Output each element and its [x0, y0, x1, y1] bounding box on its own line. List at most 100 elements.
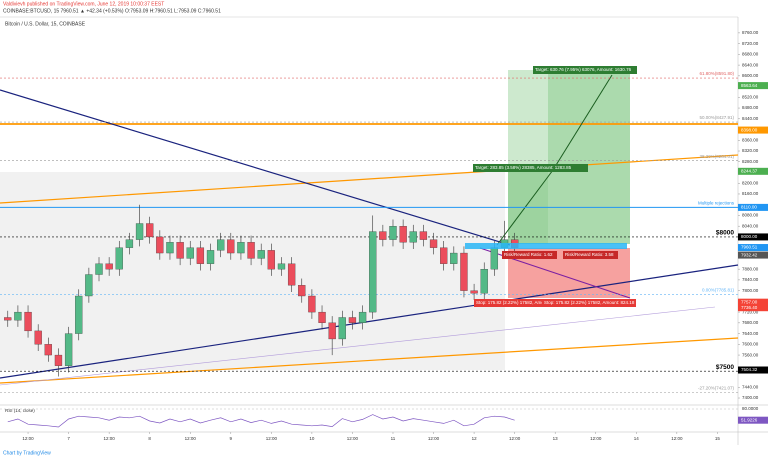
price-tag — [738, 298, 768, 306]
price-tag-label: 7736.40 — [741, 305, 758, 310]
candle-body — [247, 242, 255, 259]
price-tag-label: 7960.51 — [741, 245, 758, 250]
level-label: 38.20%(8284.01) — [699, 154, 734, 159]
candle-body — [237, 242, 245, 254]
publisher: Valdivievh published on TradingView.com,… — [3, 1, 164, 7]
chart-title: Bitcoin / U.S. Dollar, 15, COINBASE — [5, 21, 86, 27]
rsi-line — [7, 414, 515, 428]
candle-body — [480, 268, 488, 294]
y-tick-label: 8480.00 — [742, 105, 759, 110]
y-tick-label: 8520.00 — [742, 95, 759, 100]
annotation-box — [502, 251, 557, 259]
level-label: $7500 — [716, 364, 734, 371]
price-tag-label: 8110.00 — [741, 205, 757, 210]
candle-body — [115, 247, 123, 270]
profit-zone — [508, 70, 548, 168]
candle-body — [409, 231, 417, 243]
level-label: 61.80%(8591.80) — [699, 71, 734, 76]
level-label: -27.20%(7421.07) — [698, 386, 735, 391]
candle-body — [318, 311, 326, 323]
x-tick-label: 12:00 — [22, 436, 34, 441]
price-tag — [738, 126, 768, 134]
annotation: Risk/Reward Ratio: 3.58 — [565, 252, 614, 257]
y-tick-label: 80.0000 — [742, 406, 759, 411]
range-band — [0, 172, 505, 370]
y-tick-label: 8600.00 — [742, 73, 759, 78]
candle-body — [217, 239, 225, 251]
annotation-box — [542, 299, 636, 307]
candle-body — [429, 239, 438, 248]
x-tick-label: 12:00 — [347, 436, 359, 441]
candle-body — [328, 322, 336, 340]
rsi-tag — [738, 416, 768, 424]
y-tick-label: 7680.00 — [742, 320, 759, 325]
candle-body — [24, 311, 32, 332]
level-label: $8000 — [716, 230, 734, 237]
candle-body — [105, 263, 113, 270]
annotation: Stop: 175.82 (2.22%) 17582, Amount: 824.… — [476, 300, 567, 305]
annotation-box — [533, 66, 637, 74]
trend-line — [0, 154, 739, 204]
candle-body — [85, 274, 93, 297]
candle-body — [348, 317, 357, 323]
candle-body — [135, 223, 144, 240]
candle-body — [227, 239, 235, 254]
x-tick-label: 15 — [715, 436, 721, 441]
y-tick-label: 8680.00 — [742, 52, 759, 57]
x-tick-label: 8 — [148, 436, 151, 441]
candle-body — [95, 263, 103, 275]
x-tick-label: 12:00 — [266, 436, 278, 441]
x-tick-label: 7 — [67, 436, 70, 441]
rsi-tag-label: 51.9226 — [741, 417, 758, 422]
annotation: Stop: 175.82 (2.22%) 17582, Amount: 824.… — [544, 300, 635, 305]
y-tick-label: 8440.00 — [742, 116, 759, 121]
y-tick-label: 8320.00 — [742, 148, 759, 153]
y-tick-label: 8760.00 — [742, 30, 759, 35]
rsi-title: RSI (14, close) — [5, 408, 35, 413]
x-tick-label: 12:00 — [671, 436, 683, 441]
price-tag — [738, 233, 768, 241]
price-tag-label: 8563.64 — [741, 83, 758, 88]
price-tag — [738, 167, 768, 175]
y-tick-label: 7440.00 — [742, 384, 759, 389]
x-tick-label: 11 — [391, 436, 396, 441]
level-label: 0.00%(7785.81) — [702, 288, 735, 293]
profit-zone — [508, 168, 548, 244]
annotation: Risk/Reward Ratio: 1.62 — [504, 252, 553, 257]
level-label: 50.00%(8427.91) — [699, 115, 734, 120]
y-tick-label: 8640.00 — [742, 62, 759, 67]
candle-body — [44, 344, 52, 356]
candle-body — [419, 231, 428, 240]
candle-body — [196, 247, 205, 264]
price-tag — [738, 244, 768, 252]
y-tick-label: 7800.00 — [742, 288, 759, 293]
annotation: Target: 283.85 (3.58%) 28385, Amount: 12… — [475, 165, 572, 170]
y-tick-label: 7720.00 — [742, 309, 759, 314]
candle-body — [257, 250, 265, 259]
x-tick-label: 12:00 — [509, 436, 521, 441]
candle-body — [379, 231, 387, 240]
y-tick-label: 8080.00 — [742, 213, 759, 218]
price-tag-label: 8244.37 — [741, 169, 758, 174]
price-tag — [738, 82, 768, 90]
price-tag — [738, 366, 768, 374]
candle-body — [298, 285, 306, 297]
x-tick-label: 14 — [634, 436, 640, 441]
annotation: Target: 630.76 (7.95%) 63076, Amount: 16… — [535, 67, 632, 72]
trend-line — [0, 306, 716, 386]
level-label: Multiple rejections — [698, 201, 735, 206]
candle-body — [277, 263, 286, 270]
candle-body — [308, 295, 316, 313]
trend-line — [552, 74, 613, 171]
candle-body — [389, 226, 397, 240]
candle-body — [490, 247, 499, 270]
candle-body — [440, 247, 448, 264]
candle-body — [125, 239, 134, 248]
price-tag-label: 8398.00 — [741, 127, 758, 132]
y-tick-label: 7840.00 — [742, 277, 759, 282]
profit-zone — [548, 70, 630, 244]
x-tick-label: 10 — [309, 436, 315, 441]
candle-body — [470, 290, 478, 294]
price-tag-label: 8000.00 — [741, 234, 758, 239]
